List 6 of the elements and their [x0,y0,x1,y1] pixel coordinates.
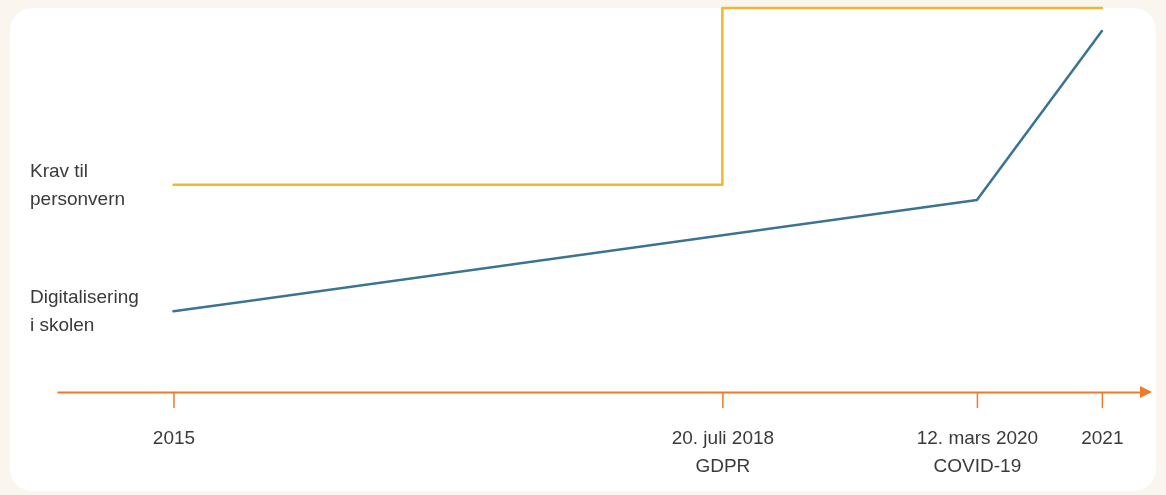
x-tick-label: 2015 [152,427,196,448]
x-tick-label: 20. juli 2018 GDPR [671,427,775,476]
text: Krav til personvern [30,159,126,209]
x-tick-label: 2021 [1081,427,1124,448]
x-tick-label: 12. mars 2020 COVID-19 [916,427,1039,476]
series-label: Digitalisering i skolen [30,286,139,336]
